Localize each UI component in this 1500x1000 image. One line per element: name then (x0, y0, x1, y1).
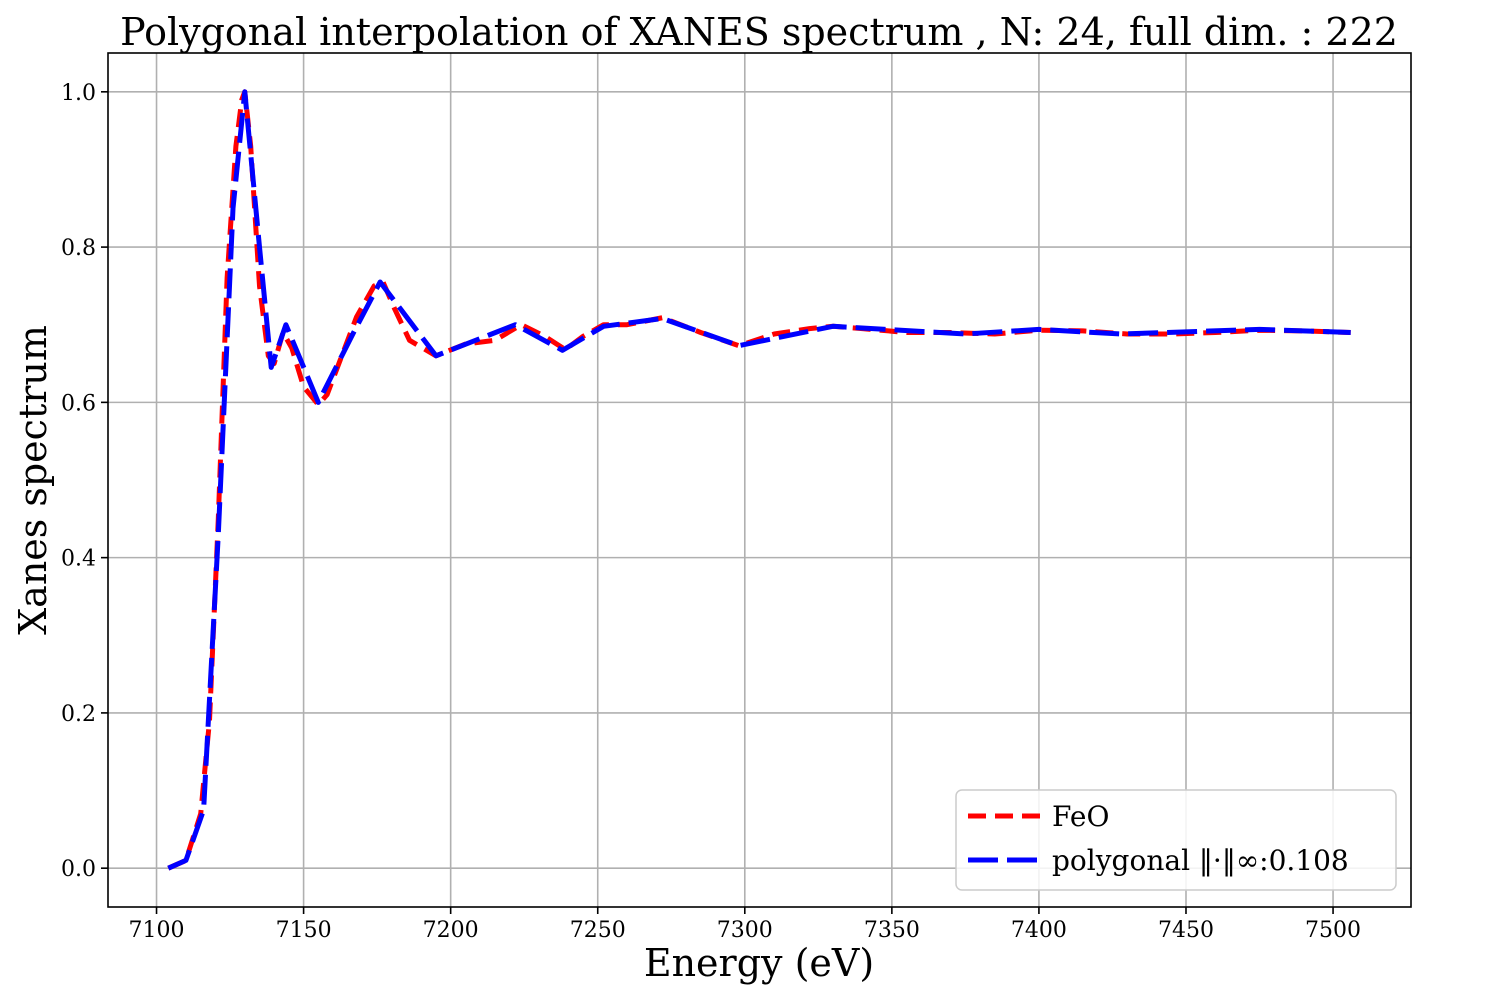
y-tick-label: 0.0 (61, 857, 96, 882)
x-tick-label: 7250 (570, 918, 626, 943)
x-tick-label: 7450 (1158, 918, 1214, 943)
legend-label-polygonal: polygonal ‖·‖∞:0.108 (1052, 844, 1349, 877)
y-tick-label: 0.8 (61, 236, 96, 261)
y-tick-label: 0.6 (61, 391, 96, 416)
x-axis-label: Energy (eV) (644, 941, 874, 985)
y-tick-label: 0.4 (61, 547, 96, 572)
x-tick-label: 7400 (1011, 918, 1067, 943)
y-tick-label: 1.0 (61, 81, 96, 106)
series-line-feo (168, 92, 1350, 868)
grid (108, 53, 1411, 907)
y-axis-label: Xanes spectrum (11, 325, 55, 635)
x-tick-label: 7100 (129, 918, 185, 943)
chart-title: Polygonal interpolation of XANES spectru… (120, 10, 1398, 54)
y-tick-label: 0.2 (61, 702, 96, 727)
x-tick-label: 7500 (1305, 918, 1361, 943)
x-tick-label: 7150 (276, 918, 332, 943)
legend-label-feo: FeO (1052, 800, 1109, 833)
x-tick-label: 7200 (423, 918, 479, 943)
series-layer (168, 92, 1350, 868)
x-tick-label: 7350 (864, 918, 920, 943)
x-tick-label: 7300 (717, 918, 773, 943)
series-line-polygonal (168, 92, 1350, 868)
legend: FeO polygonal ‖·‖∞:0.108 (956, 790, 1396, 890)
